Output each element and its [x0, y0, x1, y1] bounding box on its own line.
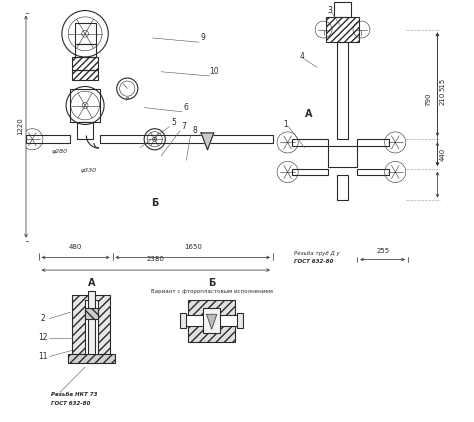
Text: 255: 255	[376, 249, 389, 254]
Text: 12: 12	[38, 333, 47, 342]
Bar	[88, 291, 95, 363]
Text: ГОСТ 632-80: ГОСТ 632-80	[294, 259, 333, 264]
Text: 11: 11	[38, 352, 47, 361]
Text: 790: 790	[425, 92, 431, 106]
Bar	[73, 57, 98, 70]
Bar	[334, 2, 351, 17]
Text: 1650: 1650	[184, 244, 201, 250]
Text: Резьба НКТ 73: Резьба НКТ 73	[51, 392, 98, 397]
Text: 2: 2	[40, 314, 45, 323]
Text: 4: 4	[300, 52, 305, 62]
Bar	[77, 122, 93, 139]
Polygon shape	[201, 133, 214, 150]
Text: 5: 5	[171, 118, 176, 127]
Text: 8: 8	[192, 126, 197, 135]
Bar	[73, 70, 98, 80]
Bar	[328, 146, 357, 167]
Bar	[292, 139, 328, 146]
Text: 7: 7	[182, 122, 187, 131]
Text: Резьба труб Д у: Резьба труб Д у	[294, 251, 340, 256]
Text: 210: 210	[439, 92, 446, 105]
Bar	[73, 295, 110, 354]
Bar	[337, 175, 347, 200]
Text: 3: 3	[328, 6, 332, 15]
Bar	[74, 44, 96, 57]
Text: Б: Б	[151, 197, 158, 208]
Text: 9: 9	[201, 33, 206, 43]
Text: 440: 440	[439, 147, 446, 161]
Text: 1: 1	[283, 120, 288, 129]
Bar	[68, 354, 115, 363]
Text: φ330: φ330	[81, 168, 97, 173]
Text: 6: 6	[184, 103, 189, 112]
Bar	[326, 17, 359, 42]
Bar	[26, 135, 70, 143]
Bar	[203, 308, 220, 333]
Bar	[74, 23, 96, 44]
Bar	[85, 308, 98, 319]
Bar	[337, 42, 347, 139]
Bar	[237, 313, 243, 328]
Text: 515: 515	[439, 78, 446, 91]
Text: А: А	[88, 278, 95, 288]
Text: 480: 480	[69, 244, 82, 250]
Text: Б: Б	[208, 278, 215, 288]
Bar	[184, 316, 239, 326]
Text: φ280: φ280	[51, 149, 67, 154]
Polygon shape	[207, 314, 217, 329]
Text: 10: 10	[209, 67, 219, 76]
Bar	[357, 169, 389, 175]
Text: 1220: 1220	[17, 118, 23, 135]
Text: Вариант с фторопластовым исполнением: Вариант с фторопластовым исполнением	[151, 289, 273, 294]
Bar	[189, 300, 235, 342]
Bar	[357, 139, 389, 146]
Bar	[100, 135, 273, 143]
Bar	[292, 169, 328, 175]
Text: ГОСТ 632-80: ГОСТ 632-80	[51, 400, 91, 406]
Bar	[70, 89, 100, 122]
Bar	[180, 313, 186, 328]
Bar	[85, 300, 98, 359]
Text: P: P	[126, 97, 129, 102]
Text: 2380: 2380	[147, 257, 164, 262]
Text: A: A	[305, 109, 312, 119]
